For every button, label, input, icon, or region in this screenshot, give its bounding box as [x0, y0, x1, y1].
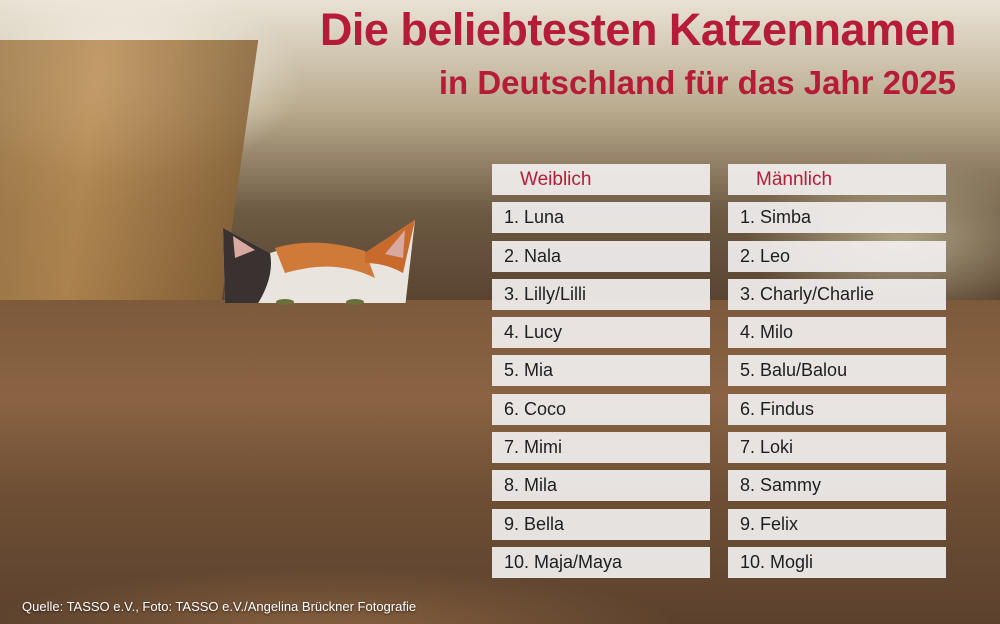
list-item: 7. Mimi — [492, 432, 710, 464]
list-item: 6. Coco — [492, 393, 710, 425]
list-item: 10. Maja/Maya — [492, 546, 710, 578]
list-item: 3. Lilly/Lilli — [492, 278, 710, 310]
list-item: 2. Leo — [728, 240, 946, 272]
list-item: 2. Nala — [492, 240, 710, 272]
male-header: Männlich — [728, 164, 946, 195]
page-subtitle: in Deutschland für das Jahr 2025 — [438, 64, 956, 101]
page-title: Die beliebtesten Katzennamen — [319, 4, 957, 55]
cat-photo — [215, 220, 420, 308]
female-names-list: Weiblich 1. Luna 2. Nala 3. Lilly/Lilli … — [492, 164, 710, 585]
list-item: 4. Milo — [728, 317, 946, 349]
list-item: 5. Balu/Balou — [728, 355, 946, 387]
list-item: 8. Mila — [492, 470, 710, 502]
male-names-list: Männlich 1. Simba 2. Leo 3. Charly/Charl… — [728, 164, 946, 585]
list-item: 8. Sammy — [728, 470, 946, 502]
list-item: 7. Loki — [728, 432, 946, 464]
list-item: 9. Felix — [728, 508, 946, 540]
list-item: 9. Bella — [492, 508, 710, 540]
female-header: Weiblich — [492, 164, 710, 195]
list-item: 6. Findus — [728, 393, 946, 425]
source-credit: Quelle: TASSO e.V., Foto: TASSO e.V./Ang… — [22, 599, 417, 614]
list-item: 5. Mia — [492, 355, 710, 387]
list-item: 3. Charly/Charlie — [728, 278, 946, 310]
list-item: 1. Luna — [492, 202, 710, 234]
list-item: 10. Mogli — [728, 546, 946, 578]
list-item: 1. Simba — [728, 202, 946, 234]
list-item: 4. Lucy — [492, 317, 710, 349]
